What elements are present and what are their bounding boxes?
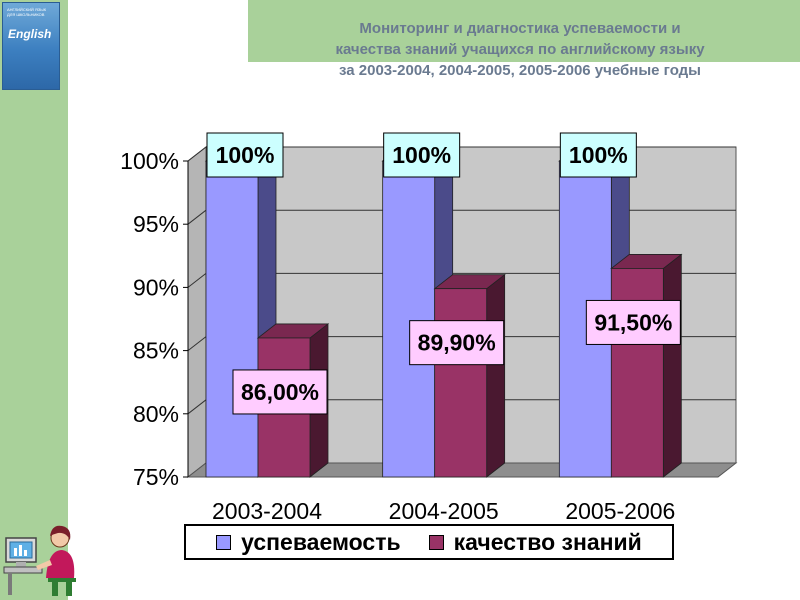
y-tick-label: 90% <box>133 274 179 300</box>
data-label-box <box>409 320 505 366</box>
data-label: 100% <box>216 142 275 168</box>
bar-chart: 75% 80% 85% 90% 95% 100% 2003-2004 2004-2005 200… <box>120 132 738 520</box>
page-title: Мониторинг и диагностика успеваемости и … <box>250 18 790 81</box>
gridline-side <box>187 146 207 162</box>
bar <box>205 160 259 478</box>
y-tick-label: 95% <box>133 211 179 237</box>
chart-legend: успеваемость качество знаний <box>184 524 674 560</box>
left-background-strip <box>0 0 68 600</box>
y-tick-label: 75% <box>133 464 179 490</box>
data-label-box <box>206 132 284 178</box>
x-tick-label: 2003-2004 <box>212 498 322 520</box>
legend-label-uspevaemost: успеваемость <box>241 528 401 555</box>
data-label-box <box>383 132 461 178</box>
data-label: 86,00% <box>241 379 319 405</box>
data-label-box <box>559 132 637 178</box>
bar <box>382 160 436 478</box>
y-tick-label: 80% <box>133 401 179 427</box>
top-white-gap <box>68 0 248 62</box>
gridline-side <box>187 336 207 351</box>
data-label: 100% <box>569 142 628 168</box>
x-tick-label: 2004-2005 <box>389 498 499 520</box>
bar-side <box>486 273 506 478</box>
y-tick-label: 100% <box>120 148 179 174</box>
legend-label-kachestvo: качество знаний <box>453 528 642 555</box>
data-label-box <box>232 369 328 415</box>
gridline-side <box>187 399 207 415</box>
gridline-side <box>187 273 207 288</box>
teacher-at-computer-icon <box>3 525 76 596</box>
title-line-3: за 2003-2004, 2004-2005, 2005-2006 учебн… <box>339 62 701 79</box>
legend-swatch-uspevaemost <box>216 534 232 550</box>
legend-entry-uspevaemost: успеваемость <box>216 528 401 556</box>
data-label: 91,50% <box>594 309 672 335</box>
x-tick-label: 2005-2006 <box>565 498 675 520</box>
data-label: 89,90% <box>418 330 496 356</box>
title-line-1: Мониторинг и диагностика успеваемости и <box>359 20 681 37</box>
book-subtitle: АНГЛИЙСКИЙ ЯЗЫК ДЛЯ ШКОЛЬНИКОВ <box>7 7 47 17</box>
bar <box>610 268 664 478</box>
book-title: English <box>8 27 52 41</box>
bar <box>434 288 488 478</box>
gridline-side <box>187 209 207 225</box>
y-tick-label: 85% <box>133 338 179 364</box>
title-line-2: качества знаний учащихся по английскому … <box>335 41 705 58</box>
data-label-box <box>585 299 681 345</box>
english-book-image: АНГЛИЙСКИЙ ЯЗЫК ДЛЯ ШКОЛЬНИКОВ English <box>2 2 60 90</box>
data-label: 100% <box>392 142 451 168</box>
chart-side-wall <box>187 145 207 479</box>
bar-side <box>662 253 682 478</box>
legend-entry-kachestvo: качество знаний <box>428 528 642 556</box>
legend-swatch-kachestvo <box>428 534 444 550</box>
